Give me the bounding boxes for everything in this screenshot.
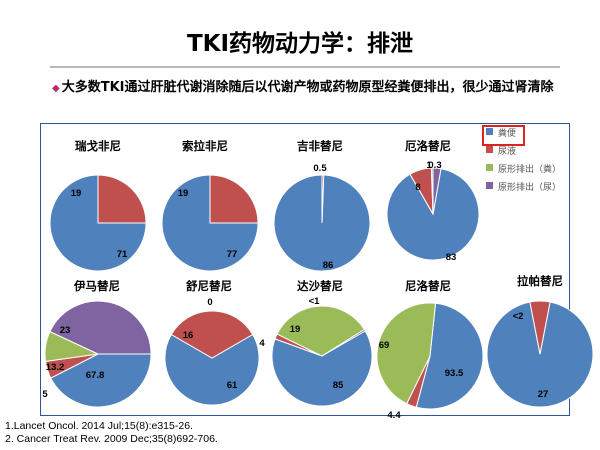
pie-data-label: 69	[379, 340, 390, 351]
bullet-text: 大多数TKI通过肝脏代谢消除随后以代谢产物或药物原型经粪便排出，很少通过肾清除	[61, 80, 554, 95]
pie-slice	[271, 328, 373, 407]
bullet-point: ◆ 大多数TKI通过肝脏代谢消除随后以代谢产物或药物原型经粪便排出，很少通过肾清除	[52, 79, 572, 98]
pie-chart-title: 索拉非尼	[182, 139, 228, 153]
pie-slice	[529, 300, 551, 355]
pie-data-label: 0	[207, 297, 212, 308]
pie-slice	[486, 301, 594, 408]
pie-slice	[49, 174, 147, 272]
pie-chart-title: 吉非替尼	[297, 139, 343, 153]
pie-slice	[164, 333, 260, 406]
pie-data-label: 4	[259, 338, 265, 349]
pie-chart-3: 吉非替尼 86 0.5	[273, 139, 371, 272]
slide-title: TKI药物动力学：排泄	[186, 31, 414, 57]
pie-slice	[97, 174, 147, 224]
legend-swatch-unchanged-urine	[486, 182, 493, 189]
title-divider	[50, 66, 560, 68]
pie-slice	[321, 174, 325, 224]
legend-label-unchanged-feces: 原形排出（粪）	[498, 164, 562, 174]
pie-slice	[170, 310, 254, 359]
pie-slice	[161, 174, 259, 272]
pie-chart-title: 瑞戈非尼	[75, 139, 121, 153]
legend-swatch-urine	[486, 146, 493, 153]
pie-data-label: <1	[309, 296, 321, 307]
reference-1: 1.Lancet Oncol. 2014 Jul;15(8):e315-26.	[5, 420, 193, 432]
pie-chart-4: 厄洛替尼 83 810.3	[386, 139, 480, 263]
reference-2: 2. Cancer Treat Rev. 2009 Dec;35(8)692-7…	[5, 433, 218, 445]
pie-chart-title: 舒尼替尼	[186, 279, 232, 293]
pie-chart-6: 舒尼替尼 61 16 0	[164, 279, 260, 406]
pie-slice	[432, 167, 442, 215]
pie-data-label: 27	[538, 389, 549, 400]
pie-data-label: 16	[183, 330, 194, 341]
pie-slice	[50, 353, 152, 408]
pie-data-label: 8	[415, 182, 420, 193]
pie-data-label: <2	[513, 311, 524, 322]
legend-label-feces: 粪便	[498, 128, 517, 138]
pie-data-label: 67.8	[86, 370, 105, 381]
pie-chart-title: 尼洛替尼	[405, 279, 451, 293]
pie-slice	[376, 302, 437, 405]
pie-slice	[386, 168, 480, 261]
pie-chart-title: 拉帕替尼	[517, 274, 563, 288]
legend-item-urine: 尿液	[486, 144, 516, 158]
pie-data-label: 19	[178, 188, 189, 199]
pie-data-label: 61	[227, 380, 238, 391]
legend-swatch-feces	[486, 128, 493, 135]
pie-chart-title: 达沙替尼	[297, 279, 343, 293]
pie-data-label: 77	[227, 249, 238, 260]
charts-panel	[40, 123, 570, 416]
legend-swatch-unchanged-feces	[486, 164, 493, 171]
pie-data-label: 0.5	[313, 163, 327, 174]
pie-slice	[321, 328, 366, 357]
pie-data-label: 5	[42, 389, 48, 400]
pie-chart-title: 厄洛替尼	[405, 139, 451, 153]
legend-highlight-box	[482, 125, 525, 146]
pie-chart-8: 尼洛替尼 93.5 4.4 69	[376, 279, 484, 421]
pie-slice	[209, 174, 259, 224]
pie-data-label: 71	[117, 249, 128, 260]
pie-chart-5: 伊马替尼 67.8 5 13.2 23	[42, 279, 152, 408]
pie-chart-7: 达沙替尼 85 4 19 <1	[259, 279, 373, 407]
pie-chart-1: 瑞戈非尼 71 19	[49, 139, 147, 272]
pie-chart-title: 伊马替尼	[73, 279, 120, 293]
pie-data-label: 23	[60, 325, 71, 336]
pie-slice	[49, 300, 152, 355]
pie-data-label: 93.5	[445, 368, 464, 379]
legend-item-unchanged-urine: 原形排出（尿）	[486, 180, 561, 194]
pie-data-label: 86	[323, 260, 334, 271]
pie-chart-9: 拉帕替尼 27 <2	[486, 274, 594, 408]
pie-data-label: 85	[333, 380, 344, 391]
legend: 粪便 尿液 原形排出（粪） 原形排出（尿）	[486, 126, 566, 198]
pie-chart-2: 索拉非尼 77 19	[161, 139, 259, 272]
pie-data-label: 83	[446, 252, 457, 263]
legend-item-unchanged-feces: 原形排出（粪）	[486, 162, 561, 176]
pie-data-label: 4.4	[387, 410, 401, 421]
legend-item-feces: 粪便	[486, 126, 516, 140]
pie-data-label: 1	[426, 160, 432, 171]
pie-data-label: 0.3	[428, 160, 441, 171]
legend-label-urine: 尿液	[498, 146, 517, 156]
pie-data-label: 13.2	[46, 362, 65, 373]
pie-slice	[276, 305, 366, 357]
pie-data-label: 19	[71, 188, 82, 199]
pie-data-label: 19	[290, 324, 301, 335]
diamond-bullet-icon: ◆	[52, 83, 60, 94]
legend-label-unchanged-urine: 原形排出（尿）	[498, 182, 562, 192]
references: 1.Lancet Oncol. 2014 Jul;15(8):e315-26. …	[5, 420, 565, 446]
